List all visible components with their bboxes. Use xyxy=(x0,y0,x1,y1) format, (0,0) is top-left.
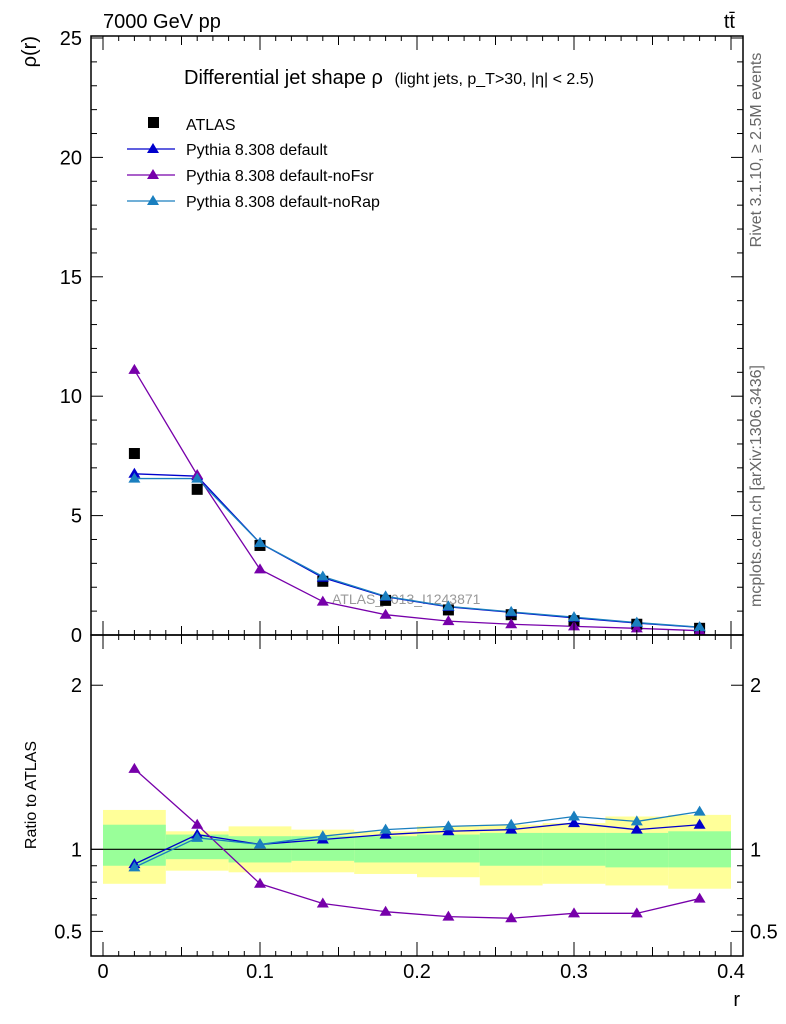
ratio-1-point-1 xyxy=(191,818,204,829)
ratio-line-0 xyxy=(134,822,700,865)
ratio-1-point-2 xyxy=(254,877,266,888)
ratio-panel: 0.5 0.5 1 1 2 2 0 0.1 0.2 0.3 0.4 xyxy=(54,634,778,983)
series-1-point-0 xyxy=(128,363,141,374)
x-axis-label: r xyxy=(733,989,740,1011)
legend: ATLAS Pythia 8.308 default Pythia 8.308 … xyxy=(127,117,380,211)
legend-marker-nofsr xyxy=(147,169,159,179)
ratio-line-2 xyxy=(134,810,700,868)
x-tick-label-0: 0 xyxy=(97,961,108,983)
ratio-2-point-0 xyxy=(128,861,141,872)
series-2-point-9 xyxy=(693,621,706,632)
y-tick-label-bot-left-1: 1 xyxy=(71,839,82,861)
ratio-1-point-7 xyxy=(568,907,580,918)
atlas-point-0 xyxy=(128,448,140,460)
ratio-2-point-2 xyxy=(254,838,266,849)
ratio-2-point-5 xyxy=(442,820,455,831)
ratio-1-point-9 xyxy=(693,892,706,903)
chart-title: Differential jet shape ρ (light jets, p_… xyxy=(184,67,594,89)
ratio-2-point-8 xyxy=(630,815,643,826)
ratio-1-point-3 xyxy=(316,897,329,908)
ratio-panel-marks xyxy=(91,762,743,923)
ratio-2-point-7 xyxy=(568,810,580,821)
chart-title-sub: (light jets, p_T>30, |η| < 2.5) xyxy=(394,71,594,88)
ratio-line-1 xyxy=(133,768,700,919)
x-tick-label-0.3: 0.3 xyxy=(560,961,588,983)
main-panel-marks xyxy=(128,363,706,635)
legend-label-norap: Pythia 8.308 default-noRap xyxy=(186,194,380,211)
ratio-1-point-4 xyxy=(379,905,392,916)
x-tick-label-0.1: 0.1 xyxy=(246,961,274,983)
series-2-point-1 xyxy=(191,472,204,483)
x-tick-label-0.2: 0.2 xyxy=(403,961,431,983)
y-axis-label-top: ρ(r) xyxy=(19,36,41,67)
ratio-2-point-1 xyxy=(191,831,204,842)
energy-label: 7000 GeV pp xyxy=(103,11,221,33)
y-tick-label-bot-left-0.5: 0.5 xyxy=(54,921,82,943)
band-inner-5 xyxy=(417,834,480,863)
ratio-0-point-9 xyxy=(693,818,706,829)
y-tick-label-bot-right-0.5: 0.5 xyxy=(750,921,778,943)
x-tick-label-0.4: 0.4 xyxy=(717,961,745,983)
ratio-1-point-5 xyxy=(442,910,455,921)
ratio-panel-frame xyxy=(90,634,744,957)
band-inner-8 xyxy=(605,832,669,868)
series-line-2 xyxy=(134,477,700,628)
legend-label-default: Pythia 8.308 default xyxy=(186,142,328,159)
mcplots-label: mcplots.cern.ch [arXiv:1306.3436] xyxy=(748,365,765,607)
series-1-point-2 xyxy=(254,563,266,574)
ratio-1-point-0 xyxy=(128,762,141,773)
series-1-point-4 xyxy=(379,608,392,619)
atlas-point-1 xyxy=(191,483,203,495)
series-1-point-3 xyxy=(316,595,329,606)
ratio-1-point-6 xyxy=(505,912,518,923)
ratio-2-point-9 xyxy=(693,805,706,816)
legend-label-atlas: ATLAS xyxy=(186,117,236,134)
series-2-point-2 xyxy=(254,537,266,548)
series-1-point-6 xyxy=(505,618,518,629)
series-2-point-6 xyxy=(505,605,518,616)
y-tick-label-bot-left-2: 2 xyxy=(71,675,82,697)
rivet-label: Rivet 3.1.10, ≥ 2.5M events xyxy=(748,53,765,248)
ratio-2-point-4 xyxy=(379,823,392,834)
series-2-point-5 xyxy=(442,600,455,611)
y-tick-label-top-0: 0 xyxy=(71,625,82,647)
legend-marker-atlas xyxy=(148,117,159,128)
legend-label-nofsr: Pythia 8.308 default-noFsr xyxy=(186,168,374,185)
y-tick-label-top-20: 20 xyxy=(60,147,82,169)
ratio-0-point-7 xyxy=(568,817,580,828)
ratio-2-point-6 xyxy=(505,818,518,829)
series-2-point-7 xyxy=(568,611,580,622)
chart-title-main: Differential jet shape ρ xyxy=(184,67,383,89)
y-tick-label-top-5: 5 xyxy=(71,506,82,528)
y-tick-label-top-15: 15 xyxy=(60,267,82,289)
y-tick-label-bot-right-2: 2 xyxy=(750,675,761,697)
ratio-2-point-3 xyxy=(316,830,329,841)
ratio-1-point-8 xyxy=(630,907,643,918)
legend-marker-norap xyxy=(147,195,159,205)
y-tick-label-top-25: 25 xyxy=(60,28,82,50)
series-2-point-4 xyxy=(379,590,392,601)
series-1-point-5 xyxy=(442,615,455,626)
ratio-0-point-8 xyxy=(630,823,643,834)
y-axis-label-bottom: Ratio to ATLAS xyxy=(23,741,40,849)
series-1-point-8 xyxy=(630,622,643,633)
main-panel: 0 5 10 15 20 25 xyxy=(60,28,744,647)
y-tick-label-top-10: 10 xyxy=(60,386,82,408)
series-2-point-3 xyxy=(316,570,329,581)
y-tick-label-bot-right-1: 1 xyxy=(750,839,761,861)
series-2-point-0 xyxy=(128,472,141,483)
legend-marker-default xyxy=(147,143,159,153)
process-label: tt̄ xyxy=(724,11,736,33)
series-2-point-8 xyxy=(630,616,643,627)
series-line-1 xyxy=(133,369,700,632)
